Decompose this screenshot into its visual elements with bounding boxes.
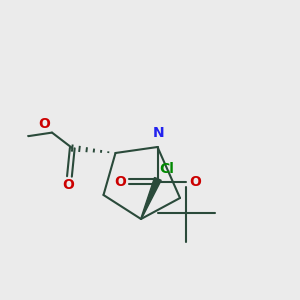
Text: Cl: Cl [159,163,174,176]
Text: O: O [39,117,50,131]
Text: O: O [189,175,201,188]
Text: O: O [114,175,126,188]
Text: O: O [62,178,74,192]
Text: methoxy: methoxy [27,134,33,136]
Text: N: N [153,126,164,140]
Polygon shape [141,178,161,219]
